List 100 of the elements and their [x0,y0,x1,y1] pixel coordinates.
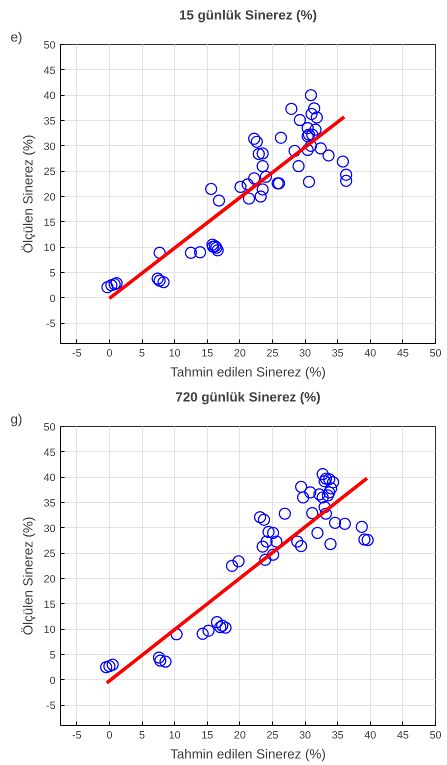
point [262,526,275,538]
point [356,520,368,533]
point [323,473,336,486]
x-tick-label: 45 [396,348,409,360]
point [336,155,349,168]
y-axis-title: Ölçülen Sinerez (%) [20,516,36,636]
x-tick-label: 45 [396,730,409,742]
x-tick-label: 5 [139,348,146,360]
x-tick-label: 5 [139,730,146,742]
point [302,176,316,188]
point [292,160,305,172]
y-tick-label: 25 [44,166,56,178]
point [340,174,352,187]
y-tick-label: 20 [44,574,56,586]
y-tick-label: 45 [44,64,56,77]
x-tick-label: 15 [201,730,214,742]
point [232,555,245,568]
y-tick-label: 50 [44,40,56,52]
point [285,102,298,115]
x-axis-title: Tahmin edilen Sinerez (%) [170,746,326,762]
point [278,508,291,520]
x-tick-label: 20 [234,348,246,360]
point [316,491,329,504]
point [184,246,198,259]
x-tick-label: -5 [72,348,82,360]
point [328,516,342,529]
y-tick-label: 0 [50,292,56,305]
point [323,486,336,498]
point [256,540,269,553]
point [106,658,119,671]
y-tick-label: 35 [44,116,56,128]
point [340,168,352,181]
y-tick-label: 0 [50,674,56,687]
point [248,132,260,145]
point [295,540,308,552]
x-tick-label: 35 [332,348,344,360]
x-tick-label: 20 [234,730,246,742]
point [306,507,318,520]
x-tick-label: 10 [168,348,181,360]
point [305,108,318,120]
y-tick-label: 30 [44,140,56,153]
point [254,511,266,524]
x-tick-label: 50 [430,730,442,742]
point [302,144,314,156]
y-tick-label: 20 [44,192,56,204]
point [103,660,116,672]
point [205,182,218,196]
point [256,160,269,172]
point [338,518,351,530]
point [252,148,265,160]
x-tick-label: -5 [72,730,82,742]
y-tick-label: 15 [44,598,56,611]
x-tick-label: 25 [266,348,278,360]
x-axis-title: Tahmin edilen Sinerez (%) [170,364,326,380]
point [322,489,334,502]
y-tick-label: 10 [44,624,56,636]
point [310,111,323,124]
y-tick-label: 5 [50,268,56,280]
y-tick-label: 40 [44,472,56,484]
point [219,622,232,634]
point [311,526,324,540]
y-axis-title: Ölçülen Sinerez (%) [20,134,36,254]
point [212,244,224,256]
point [256,147,269,160]
point [302,122,314,134]
point [258,514,270,526]
x-tick-label: 35 [332,730,344,742]
point [291,535,304,548]
point [297,491,310,504]
point [309,124,322,136]
point [318,475,331,488]
point [304,486,316,498]
x-tick-label: 50 [430,348,442,360]
point [212,194,226,207]
point [250,136,263,148]
point [270,535,282,548]
point [327,476,340,488]
y-tick-label: 40 [44,90,56,102]
x-tick-label: 25 [266,730,278,742]
point [325,482,338,494]
x-tick-label: 0 [106,730,112,742]
point [248,172,260,184]
point [358,533,371,546]
point [210,616,224,628]
point [304,89,318,102]
point [157,276,170,288]
x-tick-label: 30 [299,348,312,360]
point [324,538,337,550]
point [316,468,329,480]
text: e) [10,30,22,44]
point [308,102,320,114]
y-tick-label: 15 [44,216,56,229]
point [320,472,332,485]
point [294,114,306,126]
point [226,560,238,572]
point [196,628,209,640]
y-tick-label: 25 [44,548,56,560]
x-tick-label: 10 [168,730,181,742]
point [234,180,247,193]
point [260,170,272,183]
